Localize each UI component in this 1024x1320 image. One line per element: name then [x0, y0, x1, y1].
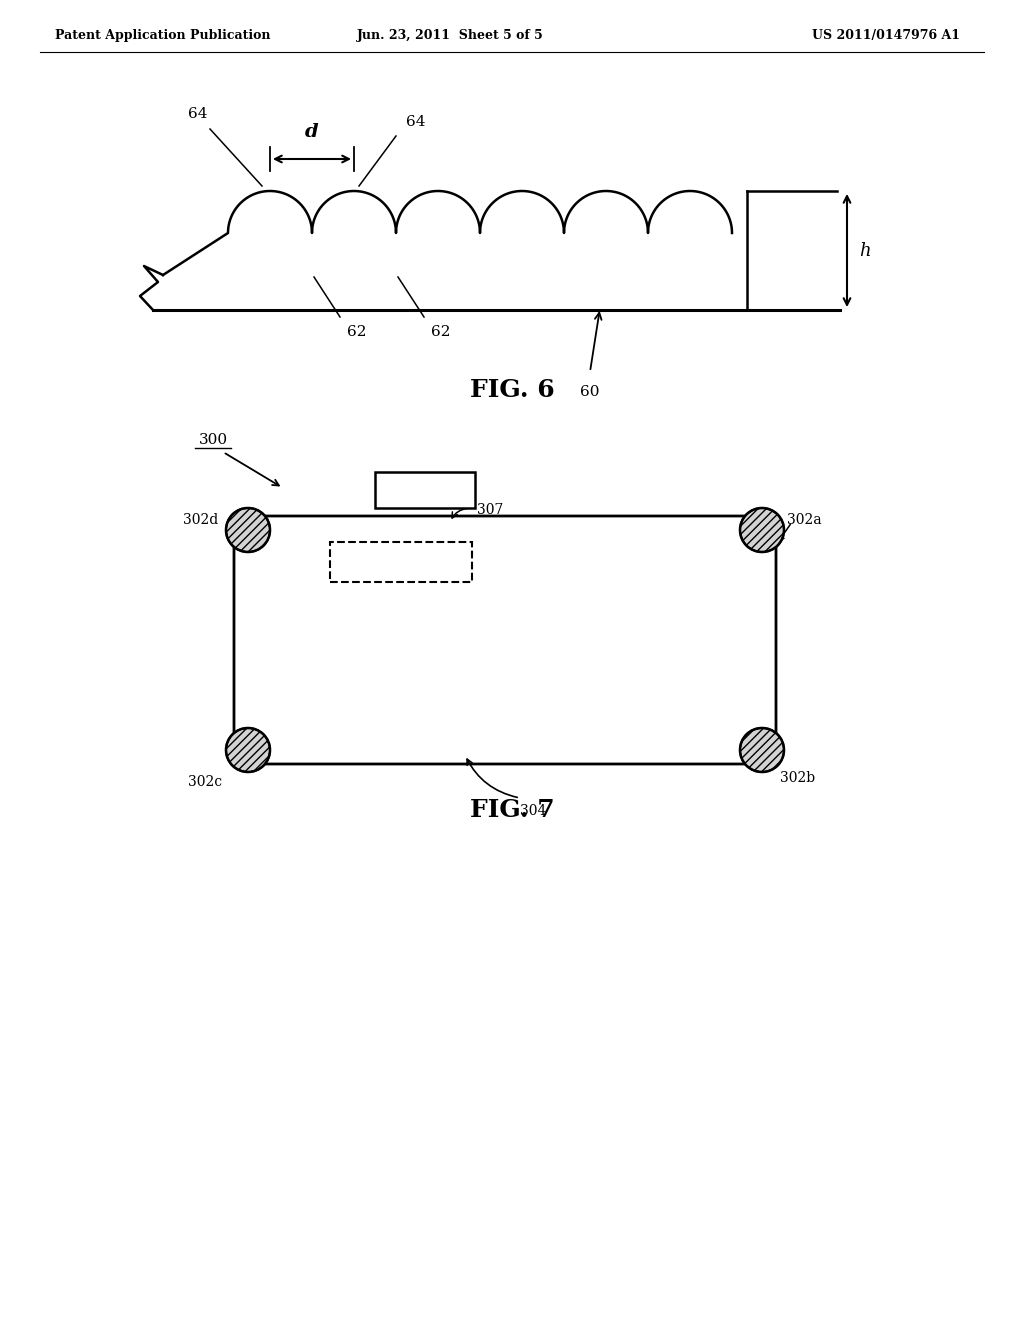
Text: 302d: 302d [183, 513, 218, 527]
Text: FIG. 6: FIG. 6 [470, 378, 554, 403]
Text: 304: 304 [520, 804, 546, 818]
Circle shape [226, 729, 270, 772]
Circle shape [740, 729, 784, 772]
Text: US 2011/0147976 A1: US 2011/0147976 A1 [812, 29, 961, 41]
Text: 60: 60 [581, 385, 600, 399]
Text: 64: 64 [188, 107, 208, 121]
Text: 307: 307 [477, 503, 504, 517]
FancyBboxPatch shape [234, 516, 776, 764]
Text: 62: 62 [347, 325, 367, 339]
Bar [330, 543, 472, 582]
Bar [375, 473, 475, 508]
Text: 302b: 302b [780, 771, 815, 785]
Circle shape [740, 508, 784, 552]
Text: 306: 306 [411, 480, 439, 495]
Text: 302a: 302a [787, 513, 821, 527]
Text: Jun. 23, 2011  Sheet 5 of 5: Jun. 23, 2011 Sheet 5 of 5 [356, 29, 544, 41]
Circle shape [740, 729, 784, 772]
Text: 308: 308 [386, 553, 416, 568]
Circle shape [226, 508, 270, 552]
Text: 64: 64 [406, 115, 426, 129]
Circle shape [226, 508, 270, 552]
Text: 300: 300 [199, 433, 227, 447]
Text: Patent Application Publication: Patent Application Publication [55, 29, 270, 41]
Text: FIG. 7: FIG. 7 [470, 799, 554, 822]
Text: h: h [859, 242, 870, 260]
Circle shape [740, 508, 784, 552]
Text: d: d [305, 123, 318, 141]
Text: 62: 62 [431, 325, 451, 339]
Circle shape [226, 729, 270, 772]
Text: 302c: 302c [188, 775, 222, 789]
